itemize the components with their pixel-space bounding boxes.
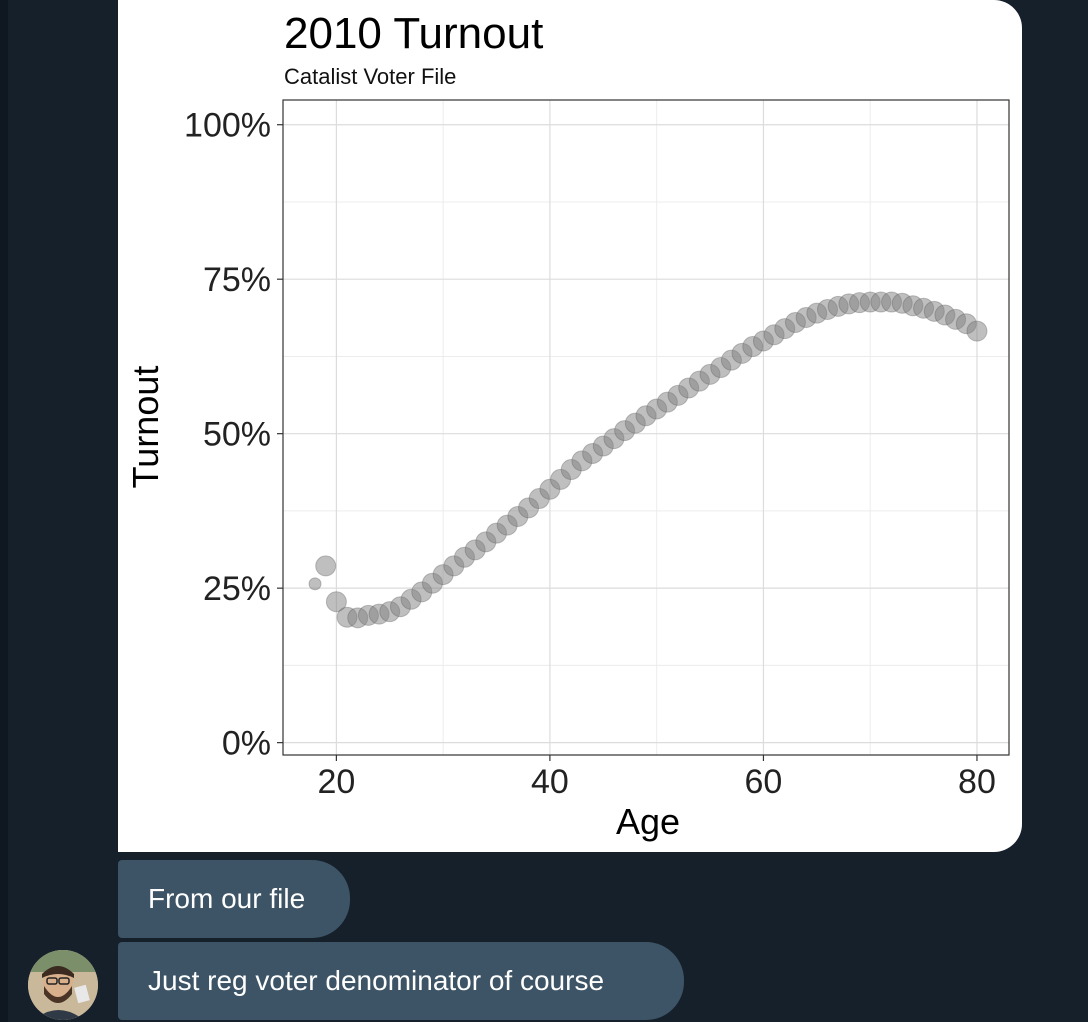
- chart-title: 2010 Turnout: [284, 9, 543, 58]
- y-tick-label: 0%: [222, 725, 271, 763]
- plot-panel-border: [282, 99, 1010, 756]
- data-points: [308, 291, 988, 629]
- avatar-illustration: [28, 950, 98, 1020]
- data-point: [325, 591, 347, 613]
- grid-lines: [283, 100, 1009, 755]
- x-tick-label: 40: [531, 763, 569, 801]
- message-bubble[interactable]: From our file: [118, 860, 350, 938]
- turnout-chart: 2010 Turnout Catalist Voter File Turnout…: [125, 9, 1010, 842]
- data-point: [966, 320, 988, 342]
- x-tick-label: 80: [958, 763, 996, 801]
- y-tick-label: 25%: [203, 570, 271, 608]
- chart-image-card[interactable]: 2010 Turnout Catalist Voter File Turnout…: [118, 0, 1022, 852]
- message-bubble[interactable]: Just reg voter denominator of course: [118, 942, 684, 1020]
- axes: 20 40 60 80 0% 25% 50% 75% 100%: [184, 99, 1010, 801]
- x-axis-label: Age: [616, 801, 680, 842]
- y-tick-label: 75%: [203, 261, 271, 299]
- message-text: Just reg voter denominator of course: [148, 965, 605, 996]
- y-tick-label: 100%: [184, 107, 271, 145]
- y-tick-label: 50%: [203, 416, 271, 454]
- message-text: From our file: [148, 883, 306, 914]
- data-point: [315, 555, 337, 577]
- y-axis-label: Turnout: [125, 366, 166, 489]
- chart-subtitle: Catalist Voter File: [284, 64, 456, 89]
- data-point: [308, 577, 322, 591]
- x-tick-label: 20: [317, 763, 355, 801]
- left-edge-strip: [0, 0, 8, 1022]
- x-tick-label: 60: [745, 763, 783, 801]
- user-avatar-icon[interactable]: [28, 950, 98, 1020]
